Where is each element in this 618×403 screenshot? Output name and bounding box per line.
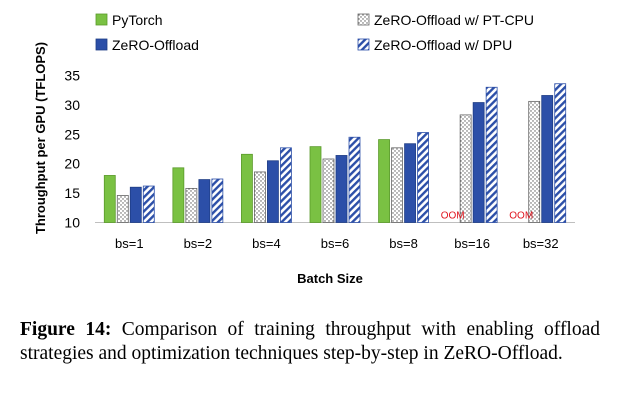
- legend-label: PyTorch: [112, 12, 163, 28]
- bar: [280, 147, 292, 223]
- legend-swatch: [357, 38, 370, 51]
- bar: [254, 171, 266, 223]
- y-tick-label: 20: [64, 156, 80, 172]
- bar: [322, 158, 335, 223]
- caption-text: Comparison of training throughput with e…: [20, 319, 601, 364]
- legend-label: ZeRO-Offload: [112, 37, 199, 53]
- y-axis-label: Throughput per GPU (TFLOPS): [33, 42, 48, 234]
- x-tick-label: bs=6: [321, 236, 350, 251]
- legend-swatch: [95, 13, 108, 26]
- annotations: OOM OOM: [441, 211, 533, 222]
- bar: [335, 155, 348, 223]
- bar: [241, 153, 253, 223]
- bar: [378, 139, 390, 223]
- y-tick-label: 25: [64, 126, 80, 142]
- bar: [528, 100, 541, 223]
- bar: [185, 187, 198, 223]
- y-axis: 10 15 20 25 30 35: [64, 68, 80, 231]
- oom-annotation: OOM: [509, 211, 533, 222]
- bars: [103, 83, 567, 223]
- bar: [554, 83, 567, 223]
- legend-label: ZeRO-Offload w/ DPU: [374, 37, 512, 53]
- bar: [172, 167, 185, 223]
- x-tick-label: bs=1: [115, 236, 144, 251]
- y-tick-label: 15: [64, 185, 80, 201]
- bar: [211, 178, 224, 223]
- throughput-chart: PyTorch ZeRO-Offload w/ PT-CPU ZeRO-Offloa…: [33, 12, 575, 286]
- bar: [103, 175, 116, 223]
- x-tick-label: bs=8: [389, 236, 418, 251]
- bar: [142, 185, 155, 223]
- y-tick-label: 30: [64, 97, 80, 113]
- legend: PyTorch ZeRO-Offload w/ PT-CPU ZeRO-Offloa…: [95, 12, 534, 53]
- bar: [267, 160, 279, 223]
- x-axis-label: Batch Size: [297, 271, 363, 286]
- bar: [417, 132, 429, 223]
- bar: [391, 147, 403, 223]
- x-tick-label: bs=16: [454, 236, 490, 251]
- figure-caption: Figure 14: Comparison of training throug…: [20, 318, 600, 366]
- bar: [459, 114, 472, 223]
- x-tick-label: bs=4: [252, 236, 281, 251]
- bar: [404, 143, 416, 223]
- bar: [485, 86, 498, 223]
- oom-annotation: OOM: [441, 211, 465, 222]
- x-axis: bs=1 bs=2 bs=4 bs=6 bs=8 bs=16 bs=32: [95, 222, 575, 251]
- bar: [309, 146, 322, 223]
- x-tick-label: bs=2: [184, 236, 213, 251]
- caption-label: Figure 14:: [20, 319, 112, 340]
- bar: [129, 186, 142, 223]
- bar: [348, 136, 361, 223]
- x-tick-label: bs=32: [523, 236, 559, 251]
- legend-swatch: [357, 13, 370, 26]
- legend-swatch: [95, 38, 108, 51]
- bar: [541, 95, 554, 223]
- bar: [198, 179, 211, 223]
- bar: [116, 195, 129, 223]
- y-tick-label: 10: [64, 215, 80, 231]
- legend-label: ZeRO-Offload w/ PT-CPU: [374, 12, 534, 28]
- bar: [472, 102, 485, 223]
- y-tick-label: 35: [64, 68, 80, 84]
